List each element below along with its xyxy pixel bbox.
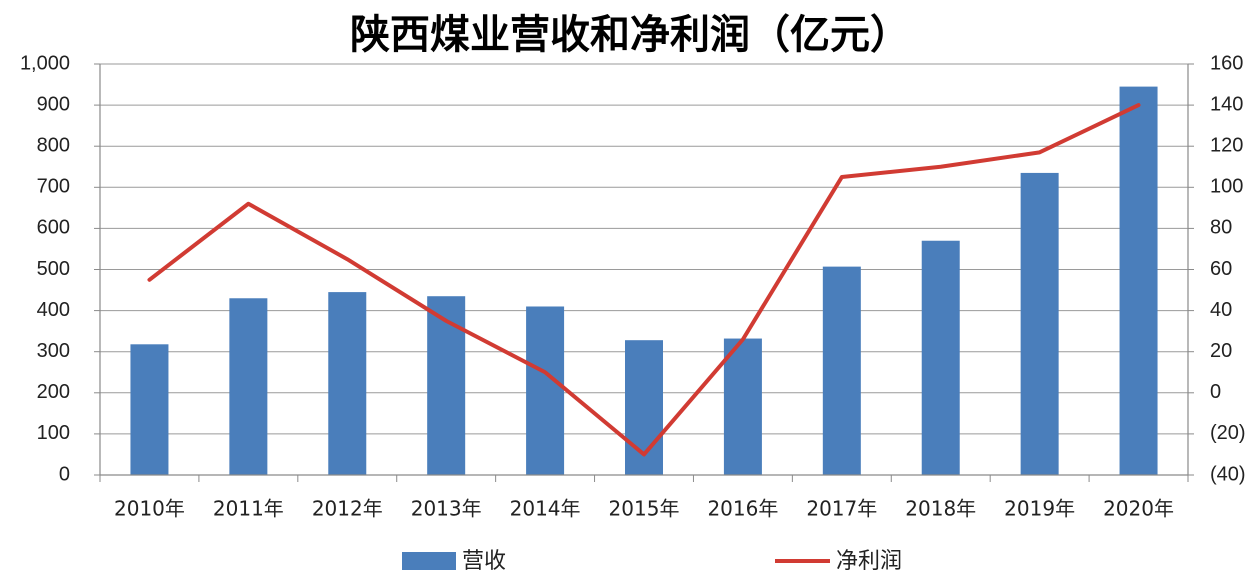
x-tick-label: 2014年	[510, 497, 581, 521]
y-left-tick-label: 400	[37, 299, 70, 321]
line-point	[346, 258, 348, 260]
y-right-tick-label: 0	[1210, 381, 1221, 403]
y-left-tick-label: 900	[37, 93, 70, 115]
line-point	[247, 203, 249, 205]
bar	[723, 338, 762, 475]
line-point	[742, 338, 744, 340]
bar	[822, 266, 861, 475]
line-point	[940, 166, 942, 168]
bar	[229, 298, 268, 475]
x-tick-label: 2012年	[312, 497, 383, 521]
y-right-tick-label: 140	[1210, 93, 1243, 115]
bar	[1119, 86, 1158, 475]
y-left-tick-label: 1,000	[20, 52, 70, 74]
x-tick-label: 2015年	[609, 497, 680, 521]
legend-line-label: 净利润	[836, 549, 902, 574]
line-point	[841, 176, 843, 178]
legend: 营收 净利润	[402, 549, 902, 574]
line-point	[544, 371, 546, 373]
y-left-tick-label: 600	[37, 217, 70, 239]
y-right-tick-label: (40)	[1210, 463, 1246, 485]
y-right-tick-label: 120	[1210, 134, 1243, 156]
bar	[526, 306, 565, 475]
y-right-tick-label: 60	[1210, 258, 1232, 280]
x-tick-label: 2018年	[905, 497, 976, 521]
bar	[921, 240, 960, 475]
line-series	[147, 103, 1141, 457]
y-left-tick-label: 100	[37, 422, 70, 444]
line-point	[1138, 104, 1140, 106]
legend-bar-label: 营收	[462, 549, 506, 574]
bar	[328, 292, 367, 475]
line-point	[148, 279, 150, 281]
y-right-tick-label: 40	[1210, 299, 1232, 321]
y-right-tick-label: 80	[1210, 217, 1232, 239]
y-left-tick-label: 500	[37, 258, 70, 280]
axes: 01002003004005006007008009001,000(40)(20…	[20, 52, 1246, 520]
x-tick-label: 2019年	[1004, 497, 1075, 521]
chart-title: 陕西煤业营收和净利润（亿元）	[350, 12, 910, 58]
x-tick-label: 2011年	[213, 497, 284, 521]
line-point	[445, 320, 447, 322]
bar	[1020, 172, 1059, 476]
legend-bar-swatch	[402, 552, 456, 570]
line-point	[1039, 151, 1041, 153]
y-left-tick-label: 800	[37, 134, 70, 156]
x-tick-label: 2010年	[114, 497, 185, 521]
y-left-tick-label: 200	[37, 381, 70, 403]
y-right-tick-label: 20	[1210, 340, 1232, 362]
x-tick-label: 2020年	[1103, 497, 1174, 521]
y-right-tick-label: (20)	[1210, 422, 1246, 444]
x-tick-label: 2017年	[806, 497, 877, 521]
x-tick-label: 2013年	[411, 497, 482, 521]
bar	[130, 344, 169, 475]
grid	[100, 63, 1188, 435]
y-right-tick-label: 100	[1210, 176, 1243, 198]
y-right-tick-label: 160	[1210, 52, 1243, 74]
y-left-tick-label: 0	[59, 463, 70, 485]
line-point	[643, 453, 645, 455]
y-left-tick-label: 700	[37, 176, 70, 198]
y-left-tick-label: 300	[37, 340, 70, 362]
x-tick-label: 2016年	[707, 497, 778, 521]
bar-series	[130, 86, 1158, 476]
